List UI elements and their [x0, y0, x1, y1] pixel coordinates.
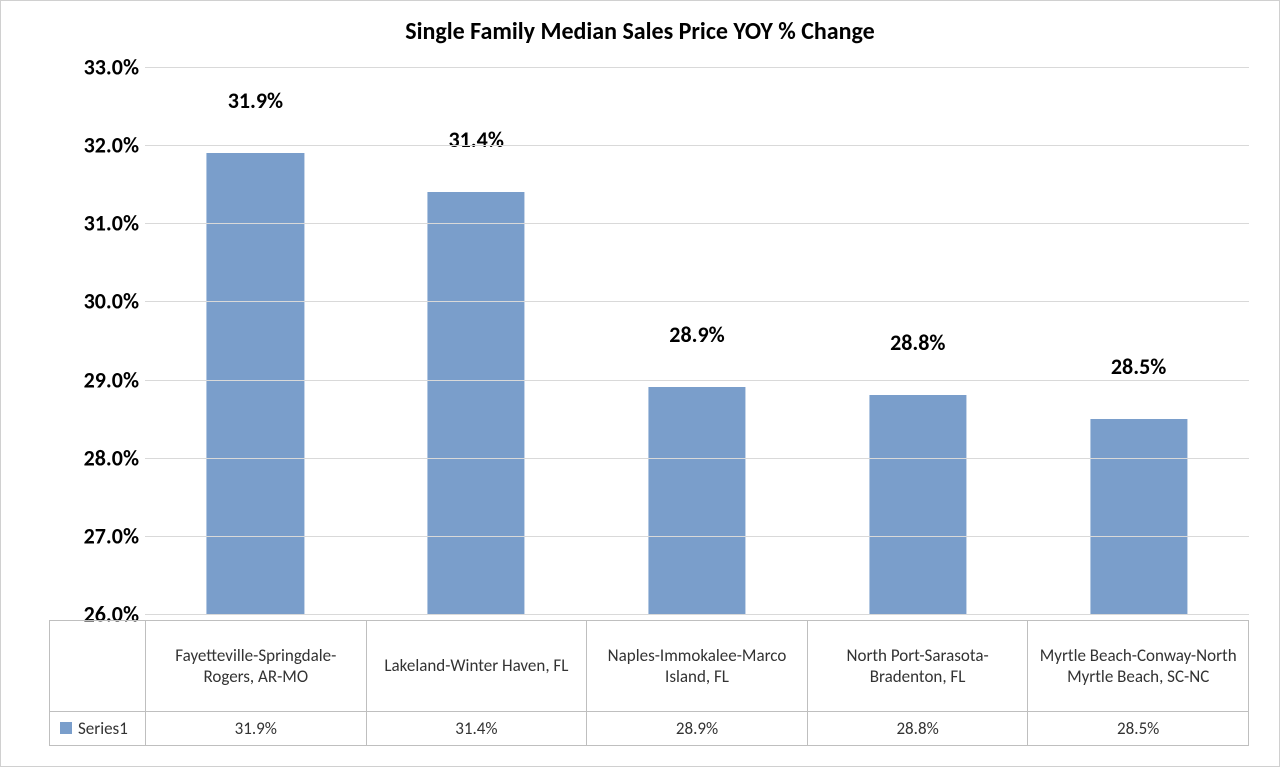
bar-slot: 28.9% — [587, 67, 808, 614]
series-value-cell: 28.9% — [587, 712, 808, 746]
bars-layer: 31.9% 31.4% 28.9% 28.8% 28.5% — [145, 67, 1249, 614]
gridline — [145, 67, 1249, 68]
gridline — [145, 301, 1249, 302]
gridline — [145, 614, 1249, 615]
series-value-cell: 31.4% — [367, 712, 588, 746]
gridline — [145, 145, 1249, 146]
series-value-cell: 31.9% — [146, 712, 367, 746]
table-corner-cell — [50, 620, 146, 712]
bar — [1090, 419, 1187, 614]
data-label: 28.9% — [669, 321, 724, 354]
bar — [648, 387, 745, 614]
bar — [428, 192, 525, 614]
y-tick-label: 27.0% — [84, 522, 139, 549]
data-table: Fayetteville-Springdale-Rogers, AR-MOLak… — [49, 620, 1249, 746]
series-legend-cell: Series1 — [50, 712, 146, 746]
gridline — [145, 536, 1249, 537]
y-tick-label: 32.0% — [84, 132, 139, 159]
series-value-cell: 28.8% — [808, 712, 1029, 746]
y-axis: 26.0%27.0%28.0%29.0%30.0%31.0%32.0%33.0% — [49, 67, 145, 614]
category-label: Naples-Immokalee-Marco Island, FL — [587, 620, 808, 712]
gridline — [145, 380, 1249, 381]
y-tick-label: 33.0% — [84, 54, 139, 81]
series-value-cell: 28.5% — [1028, 712, 1249, 746]
plot-wrap: 26.0%27.0%28.0%29.0%30.0%31.0%32.0%33.0%… — [49, 67, 1249, 614]
category-label: North Port-Sarasota-Bradenton, FL — [808, 620, 1029, 712]
bar-slot: 28.8% — [807, 67, 1028, 614]
data-label: 28.5% — [1111, 353, 1166, 386]
bar — [207, 153, 304, 614]
data-label: 31.9% — [228, 87, 283, 120]
y-tick-label: 30.0% — [84, 288, 139, 315]
bar-slot: 28.5% — [1028, 67, 1249, 614]
bar — [869, 395, 966, 614]
y-tick-label: 31.0% — [84, 210, 139, 237]
series-name: Series1 — [78, 718, 128, 739]
bar-slot: 31.4% — [366, 67, 587, 614]
data-label: 28.8% — [890, 329, 945, 362]
y-tick-label: 28.0% — [84, 444, 139, 471]
chart-container: Single Family Median Sales Price YOY % C… — [0, 0, 1280, 767]
chart-inner: Single Family Median Sales Price YOY % C… — [13, 11, 1267, 756]
gridline — [145, 223, 1249, 224]
bar-slot: 31.9% — [145, 67, 366, 614]
category-label: Lakeland-Winter Haven, FL — [367, 620, 588, 712]
plot-area: 31.9% 31.4% 28.9% 28.8% 28.5% — [145, 67, 1249, 614]
category-label: Fayetteville-Springdale-Rogers, AR-MO — [146, 620, 367, 712]
y-tick-label: 29.0% — [84, 366, 139, 393]
data-label: 31.4% — [449, 126, 504, 159]
category-label: Myrtle Beach-Conway-North Myrtle Beach, … — [1028, 620, 1249, 712]
chart-title: Single Family Median Sales Price YOY % C… — [13, 11, 1267, 60]
legend-swatch — [60, 722, 72, 734]
gridline — [145, 458, 1249, 459]
